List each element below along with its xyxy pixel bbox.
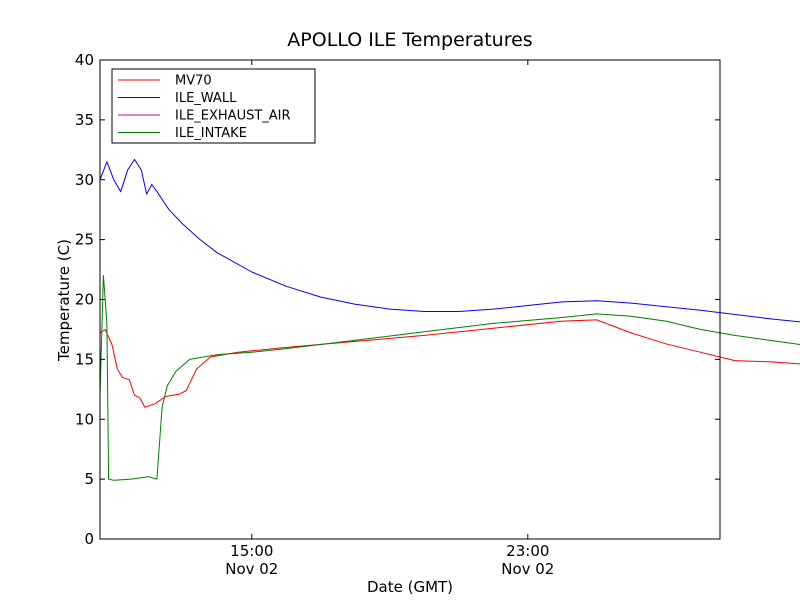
legend-box xyxy=(111,68,316,144)
legend: MV70 ILE_WALL ILE_EXHAUST_AIR ILE_INTAKE xyxy=(111,68,316,144)
y-axis-label: Temperature (C) xyxy=(55,239,73,362)
y-tick-label: 40 xyxy=(75,51,94,69)
x-tick-time-label: 15:00 xyxy=(230,542,273,560)
legend-label-ile-exhaust-air: ILE_EXHAUST_AIR xyxy=(175,109,291,124)
series-layer xyxy=(99,158,800,481)
y-tick-label: 5 xyxy=(84,470,94,488)
x-tick-date-label: Nov 02 xyxy=(501,560,554,578)
x-tick-date-label: Nov 02 xyxy=(225,560,278,578)
chart-title: APOLLO ILE Temperatures xyxy=(287,29,532,51)
legend-label-ile-intake: ILE_INTAKE xyxy=(175,126,247,141)
y-tick-label: 25 xyxy=(75,231,94,249)
y-tick-label: 35 xyxy=(75,111,94,129)
x-tick-time-label: 23:00 xyxy=(506,542,549,560)
legend-label-mv70: MV70 xyxy=(175,74,212,89)
y-tick-label: 20 xyxy=(75,291,94,309)
series-line-mv70 xyxy=(99,319,800,408)
x-axis-label: Date (GMT) xyxy=(367,578,453,596)
y-tick-label: 0 xyxy=(84,530,94,548)
y-tick-label: 10 xyxy=(75,410,94,428)
y-tick-label: 15 xyxy=(75,350,94,368)
series-line-ile-wall xyxy=(99,158,800,323)
legend-label-ile-wall: ILE_WALL xyxy=(175,91,237,106)
y-tick-label: 30 xyxy=(75,171,94,189)
series-line-ile-intake xyxy=(99,275,800,481)
